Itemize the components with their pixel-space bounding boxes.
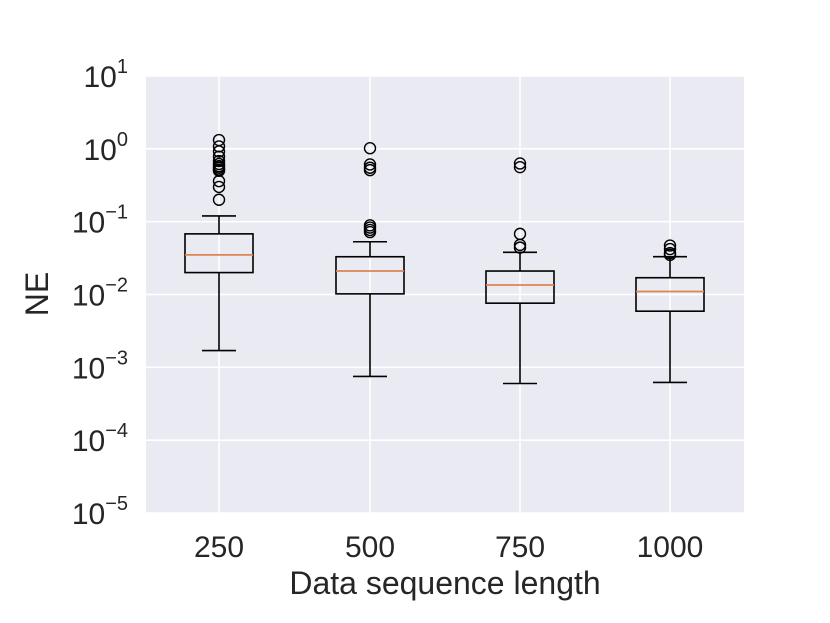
iqr-box: [635, 276, 705, 312]
outlier-point: [363, 225, 377, 239]
outlier-point: [212, 180, 226, 194]
x-tick-labels: 250 500 750 1000: [194, 531, 703, 564]
y-tick-label: 10−1: [72, 202, 128, 240]
box-750: [485, 157, 555, 385]
outlier-point: [663, 242, 677, 256]
y-tick-label: 100: [84, 129, 129, 167]
iqr-box: [335, 255, 405, 295]
y-tick-label: 10−2: [72, 275, 128, 313]
outlier-point: [212, 140, 226, 153]
outlier-point: [212, 193, 226, 206]
grid-lines: [146, 75, 744, 514]
x-tick-label: 750: [495, 531, 545, 564]
box-group: [184, 133, 705, 385]
outlier-point: [212, 154, 226, 168]
outlier-point: [663, 239, 677, 252]
x-axis-label: Data sequence length: [289, 565, 600, 601]
outlier-point: [363, 163, 377, 177]
outlier-point: [212, 174, 226, 188]
iqr-box: [184, 233, 254, 274]
y-tick-label: 10−3: [72, 347, 128, 385]
x-tick-label: 250: [194, 531, 244, 564]
outlier-point: [513, 157, 527, 170]
box-250: [184, 133, 254, 352]
y-tick-label: 10−4: [72, 420, 128, 458]
outlier-point: [212, 145, 226, 158]
box-500: [335, 142, 405, 378]
y-tick-label: 101: [84, 56, 129, 94]
outlier-point: [363, 158, 377, 171]
iqr-box: [485, 270, 555, 304]
outlier-point: [513, 241, 527, 254]
box-1000: [635, 239, 705, 384]
y-tick-labels: 10−5 10−4 10−3 10−2 10−1 100 101: [72, 56, 128, 531]
x-tick-label: 1000: [637, 531, 704, 564]
outlier-point: [663, 248, 677, 262]
y-axis-label: NE: [19, 272, 55, 316]
y-tick-label: 10−5: [72, 493, 128, 531]
outlier-point: [513, 160, 527, 174]
x-tick-label: 500: [345, 531, 395, 564]
outlier-point: [363, 142, 377, 155]
